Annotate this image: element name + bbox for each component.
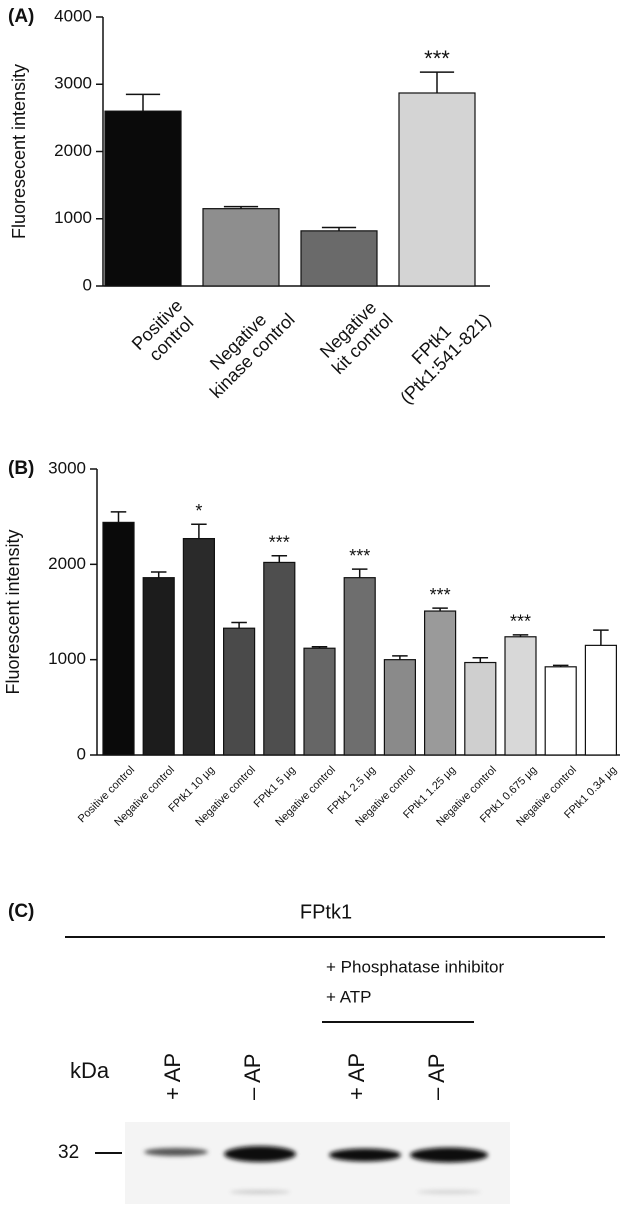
bar [424,610,457,756]
marker-label: 32 [58,1142,79,1163]
y-tick-label: 0 [77,744,86,763]
bar [142,577,175,756]
bar [464,661,497,756]
y-tick-label: 0 [83,275,92,294]
blot-bands [144,1146,488,1194]
significance-label: *** [510,612,531,632]
bar [303,647,336,756]
bar [263,561,296,756]
bar [102,521,135,756]
condition: + Phosphatase inhibitor [326,957,504,976]
band [410,1147,488,1163]
error-bar [472,657,489,663]
band [144,1148,208,1156]
error-bar [593,629,609,646]
band [224,1146,296,1162]
error-bar [419,71,455,93]
significance-label: *** [269,533,290,553]
bar [223,627,256,756]
y-axis-title: Fluoresecent intensity [9,64,29,239]
significance-label: *** [424,46,450,71]
lane-label: – AP [240,1054,265,1100]
bar [544,666,577,756]
panel-label: (A) [8,6,34,27]
bar [504,636,537,756]
y-tick-label: 3000 [48,458,86,477]
y-tick-label: 2000 [54,141,92,160]
bar [584,644,618,756]
panel-label: (B) [8,458,34,479]
unit-label: kDa [70,1058,110,1083]
error-bar [351,568,368,578]
bar [104,110,182,287]
panel-label: (C) [8,901,34,922]
bar [300,230,378,287]
lane-label: – AP [424,1054,449,1100]
significance-label: *** [430,585,451,605]
y-tick-label: 3000 [54,74,92,93]
blot-title: FPtk1 [300,901,352,923]
bar [202,208,280,287]
bar [383,659,416,756]
y-tick-label: 2000 [48,554,86,573]
error-bar [191,523,207,539]
error-bar [231,621,247,629]
significance-label: * [195,501,202,521]
lane-label: + AP [344,1053,369,1100]
error-bar [271,555,288,563]
bar [343,577,376,756]
band [230,1190,290,1194]
bar [398,92,476,287]
y-tick-label: 4000 [54,6,92,25]
y-tick-label: 1000 [48,649,86,668]
y-axis-title: Fluorescent intensity [3,529,23,694]
y-tick-label: 1000 [54,208,92,227]
band [329,1148,401,1162]
lane-label: + AP [160,1053,185,1100]
error-bar [150,571,167,578]
bar [182,537,215,756]
band [417,1190,481,1194]
significance-label: *** [349,546,370,566]
condition: + ATP [326,987,372,1006]
error-bar [125,93,161,112]
error-bar [392,655,408,660]
error-bar [110,511,127,523]
